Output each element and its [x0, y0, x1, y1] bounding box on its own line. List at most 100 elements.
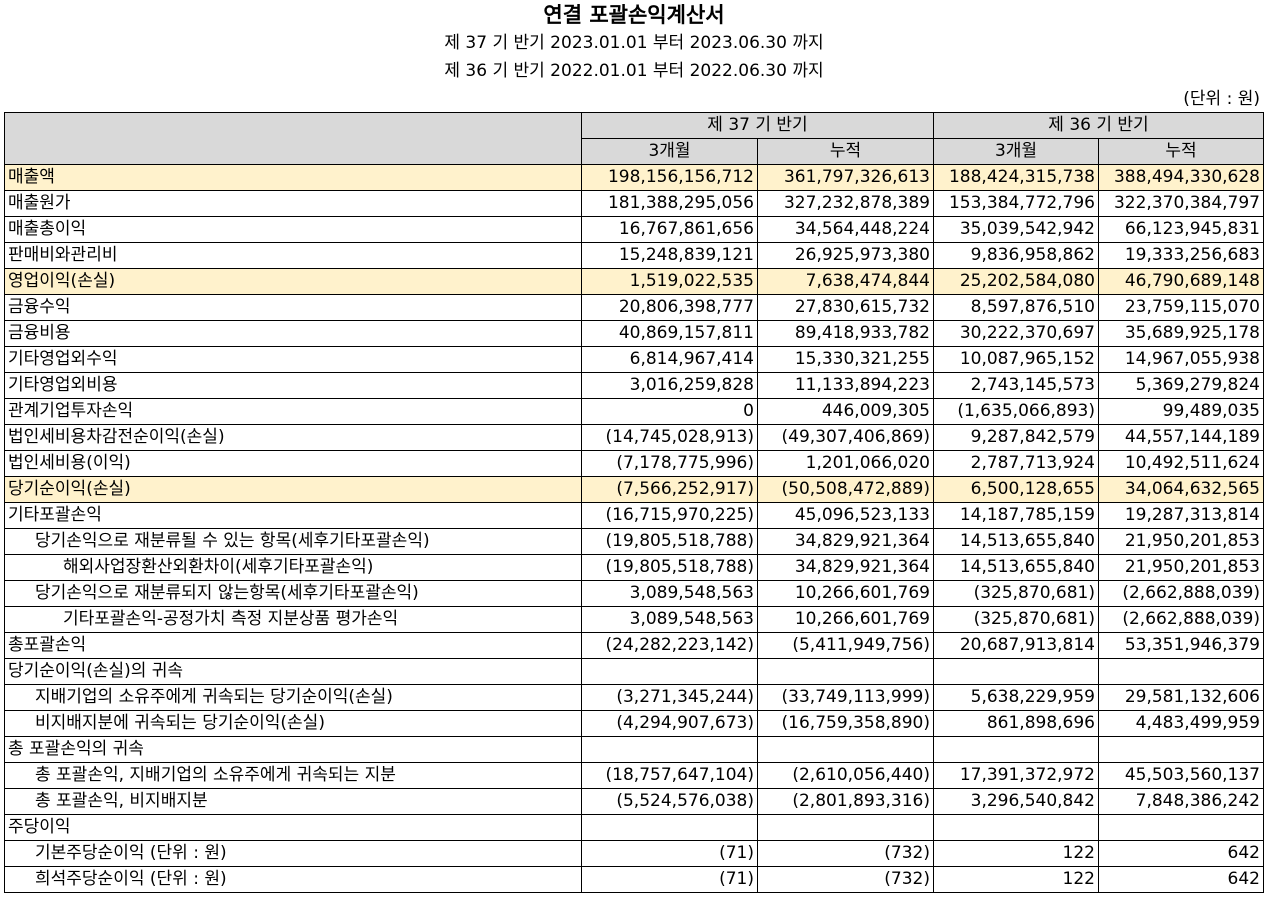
- cell-prior-cumulative: 29,581,132,606: [1098, 684, 1264, 711]
- cell-prior-cumulative: 642: [1098, 866, 1264, 893]
- cell-current-3m: 16,767,861,656: [581, 216, 758, 243]
- cell-current-cumulative: (50,508,472,889): [757, 476, 934, 503]
- cell-prior-3m: (325,870,681): [933, 606, 1099, 633]
- table-row: 비지배지분에 귀속되는 당기순이익(손실) (4,294,907,673) (16,…: [4, 710, 1264, 737]
- cell-current-3m: 1,519,022,535: [581, 268, 758, 295]
- cell-prior-3m: 122: [933, 840, 1099, 867]
- table-row: 영업이익(손실) 1,519,022,535 7,638,474,844 25,202…: [4, 268, 1264, 295]
- cell-current-3m: [581, 736, 758, 763]
- row-label: 매출액: [4, 164, 582, 191]
- cell-prior-cumulative: 7,848,386,242: [1098, 788, 1264, 815]
- row-label: 법인세비용차감전순이익(손실): [4, 424, 582, 451]
- cell-prior-3m: (325,870,681): [933, 580, 1099, 607]
- table-row: 해외사업장환산외환차이(세후기타포괄손익) (19,805,518,788) 34,…: [4, 554, 1264, 581]
- cell-current-cumulative: 1,201,066,020: [757, 450, 934, 477]
- cell-current-3m: (71): [581, 866, 758, 893]
- row-label: 매출원가: [4, 190, 582, 217]
- period-prior: 제 36 기 반기 2022.01.01 부터 2022.06.30 까지: [444, 61, 824, 81]
- cell-current-cumulative: (5,411,949,756): [757, 632, 934, 659]
- cell-current-3m: (7,178,775,996): [581, 450, 758, 477]
- row-label: 당기손익으로 재분류되지 않는항목(세후기타포괄손익): [4, 580, 582, 607]
- header-prior-period: 제 36 기 반기: [933, 112, 1264, 139]
- cell-prior-3m: (1,635,066,893): [933, 398, 1099, 425]
- cell-prior-cumulative: 21,950,201,853: [1098, 528, 1264, 555]
- cell-current-cumulative: [757, 736, 934, 763]
- cell-current-cumulative: 327,232,878,389: [757, 190, 934, 217]
- cell-prior-3m: 14,513,655,840: [933, 554, 1099, 581]
- income-statement-table: 제 37 기 반기 제 36 기 반기 3개월 누적 3개월 누적 매출액 198…: [4, 112, 1264, 893]
- cell-current-3m: (14,745,028,913): [581, 424, 758, 451]
- cell-prior-3m: 188,424,315,738: [933, 164, 1099, 191]
- table-row: 주당이익: [4, 814, 1264, 841]
- table-row: 총포괄손익 (24,282,223,142) (5,411,949,756) 20,6…: [4, 632, 1264, 659]
- table-row: 법인세비용차감전순이익(손실) (14,745,028,913) (49,307,4…: [4, 424, 1264, 451]
- statement-title: 연결 포괄손익계산서: [543, 2, 725, 27]
- table-row: 당기손익으로 재분류될 수 있는 항목(세후기타포괄손익) (19,805,518…: [4, 528, 1264, 555]
- cell-current-cumulative: 27,830,615,732: [757, 294, 934, 321]
- cell-current-3m: 3,016,259,828: [581, 372, 758, 399]
- cell-prior-cumulative: (2,662,888,039): [1098, 580, 1264, 607]
- cell-prior-cumulative: 322,370,384,797: [1098, 190, 1264, 217]
- cell-prior-3m: [933, 658, 1099, 685]
- row-label: 기타포괄손익: [4, 502, 582, 529]
- row-label: 지배기업의 소유주에게 귀속되는 당기순이익(손실): [4, 684, 582, 711]
- cell-current-cumulative: 34,829,921,364: [757, 554, 934, 581]
- table-row: 금융비용 40,869,157,811 89,418,933,782 30,222,3…: [4, 320, 1264, 347]
- row-label: 매출총이익: [4, 216, 582, 243]
- row-label: 기타영업외비용: [4, 372, 582, 399]
- row-label: 기타영업외수익: [4, 346, 582, 373]
- cell-prior-cumulative: 66,123,945,831: [1098, 216, 1264, 243]
- row-label: 기타포괄손익-공정가치 측정 지분상품 평가손익: [4, 606, 582, 633]
- cell-current-cumulative: 361,797,326,613: [757, 164, 934, 191]
- cell-current-cumulative: [757, 814, 934, 841]
- cell-prior-3m: 17,391,372,972: [933, 762, 1099, 789]
- cell-current-cumulative: 446,009,305: [757, 398, 934, 425]
- table-row: 당기순이익(손실)의 귀속: [4, 658, 1264, 685]
- row-label: 관계기업투자손익: [4, 398, 582, 425]
- table-row: 총 포괄손익의 귀속: [4, 736, 1264, 763]
- cell-current-3m: (7,566,252,917): [581, 476, 758, 503]
- row-label: 법인세비용(이익): [4, 450, 582, 477]
- cell-prior-3m: 9,287,842,579: [933, 424, 1099, 451]
- table-row: 지배기업의 소유주에게 귀속되는 당기순이익(손실) (3,271,345,244…: [4, 684, 1264, 711]
- cell-current-3m: (19,805,518,788): [581, 528, 758, 555]
- cell-prior-3m: 153,384,772,796: [933, 190, 1099, 217]
- cell-current-3m: 6,814,967,414: [581, 346, 758, 373]
- cell-prior-cumulative: 19,287,313,814: [1098, 502, 1264, 529]
- row-label: 당기순이익(손실): [4, 476, 582, 503]
- table-row: 당기손익으로 재분류되지 않는항목(세후기타포괄손익) 3,089,548,563…: [4, 580, 1264, 607]
- cell-prior-3m: 2,743,145,573: [933, 372, 1099, 399]
- cell-current-cumulative: 11,133,894,223: [757, 372, 934, 399]
- cell-current-3m: 15,248,839,121: [581, 242, 758, 269]
- cell-prior-3m: 2,787,713,924: [933, 450, 1099, 477]
- cell-prior-cumulative: 10,492,511,624: [1098, 450, 1264, 477]
- cell-current-cumulative: 34,829,921,364: [757, 528, 934, 555]
- cell-prior-cumulative: 45,503,560,137: [1098, 762, 1264, 789]
- cell-current-3m: (4,294,907,673): [581, 710, 758, 737]
- row-label: 당기손익으로 재분류될 수 있는 항목(세후기타포괄손익): [4, 528, 582, 555]
- cell-prior-3m: 5,638,229,959: [933, 684, 1099, 711]
- header-blank-cell: [4, 112, 582, 165]
- row-label: 희석주당순이익 (단위 : 원): [4, 866, 582, 893]
- table-row: 당기순이익(손실) (7,566,252,917) (50,508,472,889)…: [4, 476, 1264, 503]
- cell-prior-cumulative: 23,759,115,070: [1098, 294, 1264, 321]
- cell-prior-cumulative: 53,351,946,379: [1098, 632, 1264, 659]
- cell-prior-3m: [933, 736, 1099, 763]
- table-row: 기타포괄손익-공정가치 측정 지분상품 평가손익 3,089,548,563 10,…: [4, 606, 1264, 633]
- cell-prior-3m: [933, 814, 1099, 841]
- cell-prior-3m: 122: [933, 866, 1099, 893]
- cell-current-cumulative: 10,266,601,769: [757, 580, 934, 607]
- row-label: 금융수익: [4, 294, 582, 321]
- row-label: 주당이익: [4, 814, 582, 841]
- cell-prior-3m: 9,836,958,862: [933, 242, 1099, 269]
- row-label: 금융비용: [4, 320, 582, 347]
- cell-prior-3m: 35,039,542,942: [933, 216, 1099, 243]
- header-current-period: 제 37 기 반기: [581, 112, 934, 139]
- cell-prior-3m: 25,202,584,080: [933, 268, 1099, 295]
- cell-prior-cumulative: 19,333,256,683: [1098, 242, 1264, 269]
- row-label: 총 포괄손익, 비지배지분: [4, 788, 582, 815]
- header-current-3m: 3개월: [581, 138, 758, 165]
- cell-prior-cumulative: 34,064,632,565: [1098, 476, 1264, 503]
- cell-current-3m: 3,089,548,563: [581, 580, 758, 607]
- table-row: 기본주당순이익 (단위 : 원) (71) (732) 122 642: [4, 840, 1264, 867]
